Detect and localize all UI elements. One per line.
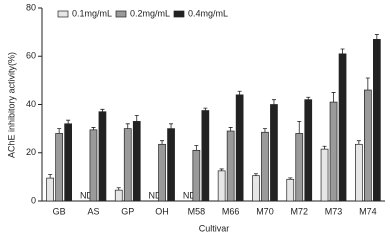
y-tick-label: 20 — [26, 147, 36, 157]
error-bar — [219, 168, 224, 171]
error-bar — [288, 177, 293, 180]
error-bar — [271, 99, 276, 105]
error-bar — [262, 128, 267, 133]
bar — [286, 178, 295, 202]
error-bar — [340, 48, 345, 54]
error-bar — [160, 140, 165, 145]
error-bar — [365, 77, 370, 91]
x-tick-label: GB — [53, 206, 66, 216]
y-axis-label: AChE inhibitory activity(%) — [6, 52, 16, 158]
legend-label: 0.2mg/mL — [130, 8, 170, 18]
bar — [261, 131, 269, 202]
bar — [295, 133, 304, 202]
error-bar — [203, 107, 208, 111]
bar — [364, 89, 372, 202]
legend-swatch — [173, 10, 185, 18]
error-bar — [331, 92, 336, 103]
x-tick-label: GP — [121, 206, 134, 216]
bar — [46, 177, 55, 202]
x-tick-label: AS — [87, 206, 99, 216]
error-bar — [237, 90, 242, 95]
x-tick-label: M74 — [359, 206, 377, 216]
error-bar — [57, 128, 62, 134]
bar — [252, 175, 260, 202]
error-bar — [48, 174, 53, 179]
error-bar — [356, 140, 361, 145]
error-bar — [253, 173, 258, 176]
bar — [355, 143, 363, 202]
x-tick-label: M73 — [325, 206, 343, 216]
bar — [235, 94, 244, 202]
bar — [226, 130, 235, 202]
error-bar — [169, 123, 174, 129]
error-bar — [194, 145, 199, 151]
y-tick-label: 0 — [31, 195, 36, 205]
error-bar — [91, 127, 96, 130]
y-tick-label: 60 — [26, 51, 36, 61]
error-bar — [374, 34, 379, 40]
bar — [55, 133, 64, 202]
bar — [123, 128, 132, 202]
bar — [89, 129, 98, 202]
bar — [320, 148, 329, 202]
bar — [167, 128, 175, 202]
x-tick-label: M70 — [256, 206, 274, 216]
x-tick-label: M66 — [222, 206, 240, 216]
legend-swatch — [57, 10, 69, 18]
bar — [338, 53, 347, 202]
legend-label: 0.1mg/mL — [72, 8, 112, 18]
x-axis-label: Cultivar — [199, 223, 230, 233]
error-bar — [66, 119, 71, 124]
value-label: ND — [80, 190, 93, 200]
error-bar — [297, 120, 302, 134]
error-bar — [100, 108, 105, 112]
x-tick-label: M72 — [290, 206, 308, 216]
bar — [158, 143, 166, 202]
legend-swatch — [115, 10, 127, 18]
bar — [114, 189, 123, 202]
bar — [217, 170, 226, 202]
error-bar — [306, 96, 311, 100]
x-tick-label: OH — [155, 206, 169, 216]
bar — [270, 104, 278, 202]
value-label: ND — [149, 190, 162, 200]
bar — [64, 123, 73, 202]
legend-label: 0.4mg/mL — [188, 8, 228, 18]
y-tick-label: 40 — [26, 99, 36, 109]
bar — [98, 111, 107, 202]
bar — [192, 149, 201, 202]
bar — [201, 110, 210, 202]
y-tick-label: 80 — [26, 2, 36, 12]
bar — [329, 101, 338, 202]
bar — [132, 121, 141, 202]
value-label: ND — [183, 190, 196, 200]
x-tick-label: M58 — [188, 206, 206, 216]
bar — [373, 39, 381, 202]
bar — [304, 99, 313, 202]
error-bar — [322, 145, 327, 150]
error-bar — [134, 114, 139, 122]
error-bar — [125, 123, 130, 129]
error-bar — [228, 127, 233, 132]
error-bar — [116, 187, 121, 191]
